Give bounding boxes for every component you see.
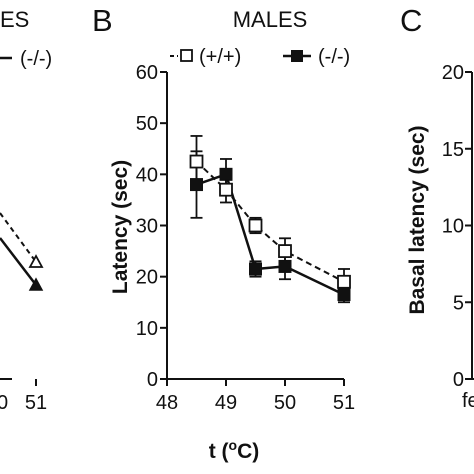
point-ko-49.5 — [249, 262, 262, 276]
series-ko-line — [196, 172, 345, 296]
panel-a-legend: (-/-) — [0, 48, 52, 70]
ytick-label-10: 10 — [136, 318, 158, 340]
panel-b-series — [189, 135, 351, 304]
point-wt-49.5 — [248, 218, 263, 233]
panel-b-legend: (+/+) (-/-) — [170, 46, 350, 68]
point-wt-51 — [337, 274, 351, 289]
xtick-label-50: 50 — [274, 392, 296, 414]
panel-a-series-wt-line — [0, 212, 37, 263]
panel-b-title: MALES — [233, 7, 308, 32]
panel-c-ytick-label-10: 10 — [442, 216, 464, 238]
panel-b: B MALES (+/+) (-/-) 0 10 20 30 40 50 60 48 49 50 5… — [92, 3, 355, 463]
panel-a-xtick-label: 51 — [25, 392, 47, 414]
panel-c-ticks: 0 5 10 15 20 — [442, 62, 474, 391]
panel-a-title: ES — [0, 7, 29, 32]
panel-c-ytick-label-0: 0 — [453, 369, 464, 391]
panel-b-ticks: 0 10 20 30 40 50 60 48 49 50 51 — [136, 62, 355, 414]
point-ko-51 — [337, 288, 351, 302]
panel-a-series-ko-line — [0, 237, 37, 286]
legend-ko-label: (-/-) — [318, 46, 350, 68]
ytick-label-60: 60 — [136, 62, 158, 84]
panel-a-legend-ko: (-/-) — [20, 48, 52, 70]
panel-c-xtick-partial: fe — [462, 390, 474, 412]
panel-a-point-wt — [28, 254, 44, 268]
point-ko-50 — [278, 259, 292, 273]
xlabel-degree: o — [229, 437, 238, 453]
xtick-label-49: 49 — [215, 392, 237, 414]
legend-wt-marker — [180, 49, 193, 62]
point-wt-49 — [219, 182, 233, 197]
panel-c: C Basal latency (sec) 0 5 10 15 20 fe — [400, 3, 474, 412]
legend-wt-label: (+/+) — [199, 46, 241, 68]
point-wt-48.5 — [189, 154, 204, 169]
ytick-label-30: 30 — [136, 216, 158, 238]
point-wt-50 — [278, 244, 292, 258]
xtick-label-51: 51 — [333, 392, 355, 414]
ytick-label-50: 50 — [136, 113, 158, 135]
panel-b-ylabel: Latency (sec) — [109, 160, 132, 294]
xtick-label-48: 48 — [156, 392, 178, 414]
xlabel-unit: C) — [237, 440, 259, 463]
panel-b-xlabel: t (oC) — [209, 437, 260, 463]
ytick-label-20: 20 — [136, 267, 158, 289]
point-ko-48.5 — [190, 178, 203, 192]
panel-c-ylabel: Basal latency (sec) — [406, 125, 429, 314]
ytick-label-40: 40 — [136, 164, 158, 186]
panel-c-ytick-label-20: 20 — [442, 62, 464, 84]
panel-c-ytick-label-5: 5 — [453, 292, 464, 314]
legend-ko-marker — [291, 50, 303, 62]
series-wt-line — [195, 160, 345, 283]
point-ko-49 — [219, 167, 233, 181]
panel-a-xtick-label-partial: 0 — [0, 392, 8, 414]
ytick-label-0: 0 — [147, 369, 158, 391]
panel-b-letter: B — [92, 3, 113, 38]
panel-a-point-ko — [28, 277, 44, 291]
panel-c-letter: C — [400, 3, 422, 38]
panel-c-ytick-label-15: 15 — [442, 139, 464, 161]
panel-a: ES (-/-) 51 0 — [0, 7, 52, 414]
